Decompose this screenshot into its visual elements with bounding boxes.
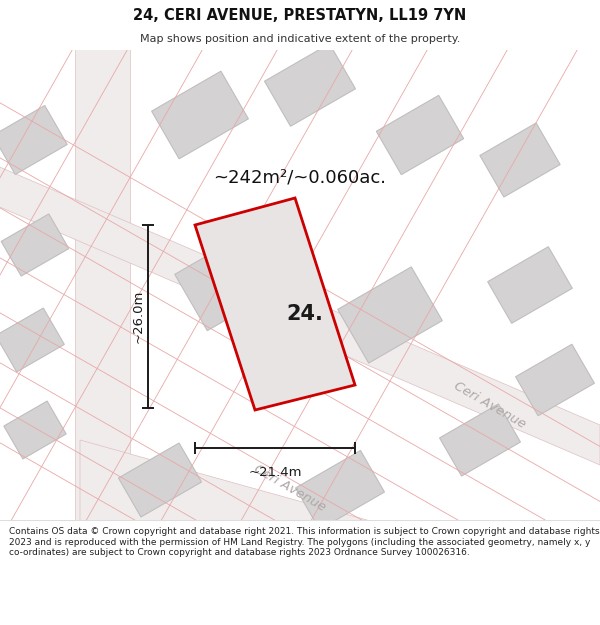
Polygon shape <box>118 443 202 517</box>
Polygon shape <box>75 45 130 525</box>
Polygon shape <box>296 451 385 529</box>
Text: ~21.4m: ~21.4m <box>248 466 302 479</box>
Text: Ceri Avenue: Ceri Avenue <box>452 379 528 431</box>
Polygon shape <box>265 44 355 126</box>
Text: Map shows position and indicative extent of the property.: Map shows position and indicative extent… <box>140 34 460 44</box>
Polygon shape <box>0 308 64 372</box>
Polygon shape <box>152 71 248 159</box>
Polygon shape <box>1 214 69 276</box>
Polygon shape <box>480 123 560 197</box>
Text: ~242m²/~0.060ac.: ~242m²/~0.060ac. <box>214 169 386 187</box>
Polygon shape <box>515 344 595 416</box>
Polygon shape <box>195 198 355 410</box>
Text: ~26.0m: ~26.0m <box>131 290 145 343</box>
Text: Ceri Avenue: Ceri Avenue <box>252 462 328 514</box>
Polygon shape <box>0 106 67 174</box>
Text: Contains OS data © Crown copyright and database right 2021. This information is : Contains OS data © Crown copyright and d… <box>9 528 599 557</box>
Polygon shape <box>376 96 464 174</box>
Polygon shape <box>338 267 442 363</box>
Polygon shape <box>80 440 600 585</box>
Polygon shape <box>488 247 572 323</box>
Polygon shape <box>4 401 66 459</box>
Polygon shape <box>440 404 520 476</box>
Polygon shape <box>175 229 285 331</box>
Polygon shape <box>0 165 600 465</box>
Text: 24.: 24. <box>287 304 323 324</box>
Text: 24, CERI AVENUE, PRESTATYN, LL19 7YN: 24, CERI AVENUE, PRESTATYN, LL19 7YN <box>133 8 467 22</box>
